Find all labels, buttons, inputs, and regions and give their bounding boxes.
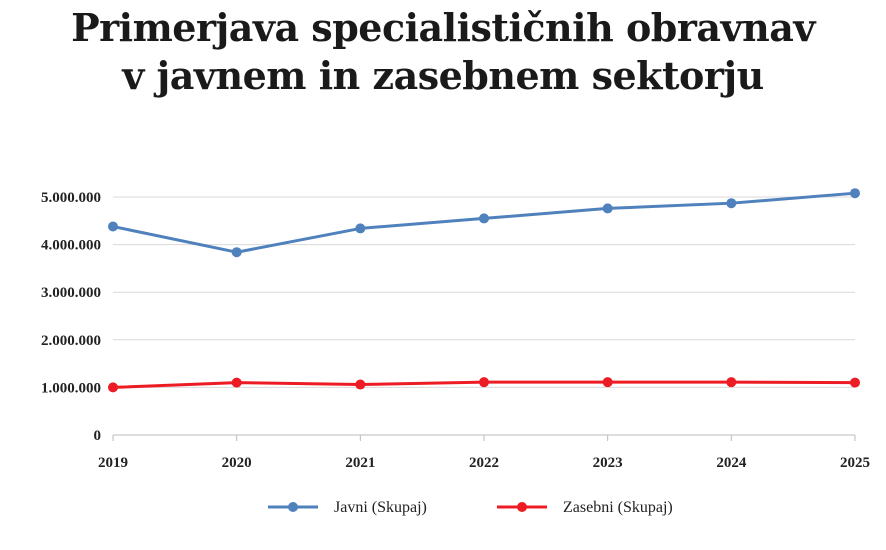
x-tick-label: 2022: [469, 455, 499, 471]
data-point: [355, 379, 366, 390]
data-point: [108, 221, 118, 232]
y-tick-label: 5.000.000: [41, 190, 101, 206]
x-tick-label: 2021: [345, 455, 375, 471]
data-point: [850, 188, 860, 199]
y-tick-label: 3.000.000: [41, 285, 101, 301]
chart-title-line-2: v javnem in zasebnem sektorju: [122, 53, 764, 98]
data-point: [850, 377, 860, 388]
data-point: [231, 247, 242, 258]
data-point: [602, 203, 613, 214]
x-tick-label: 2019: [98, 455, 128, 471]
legend-marker: [517, 502, 527, 512]
chart-title-line-1: Primerjava specialističnih obravnav: [71, 5, 815, 50]
data-point: [108, 382, 118, 393]
data-point: [231, 377, 242, 388]
x-tick-label: 2024: [716, 455, 747, 471]
legend-marker: [288, 502, 298, 512]
x-tick-label: 2025: [840, 455, 870, 471]
y-tick-label: 1.000.000: [41, 380, 101, 396]
data-point: [726, 198, 737, 209]
x-tick-label: 2020: [222, 455, 252, 471]
chart-title: Primerjava specialističnih obravnav v ja…: [0, 4, 886, 100]
legend-label: Zasebni (Skupaj): [563, 499, 673, 516]
y-tick-label: 4.000.000: [41, 238, 101, 254]
data-point: [355, 223, 366, 234]
y-tick-label: 2.000.000: [41, 333, 101, 349]
data-point: [726, 377, 737, 388]
data-point: [602, 377, 613, 388]
x-tick-label: 2023: [593, 455, 623, 471]
y-tick-label: 0: [94, 428, 102, 444]
data-point: [479, 213, 489, 224]
data-point: [479, 377, 489, 388]
legend-label: Javni (Skupaj): [334, 499, 427, 516]
